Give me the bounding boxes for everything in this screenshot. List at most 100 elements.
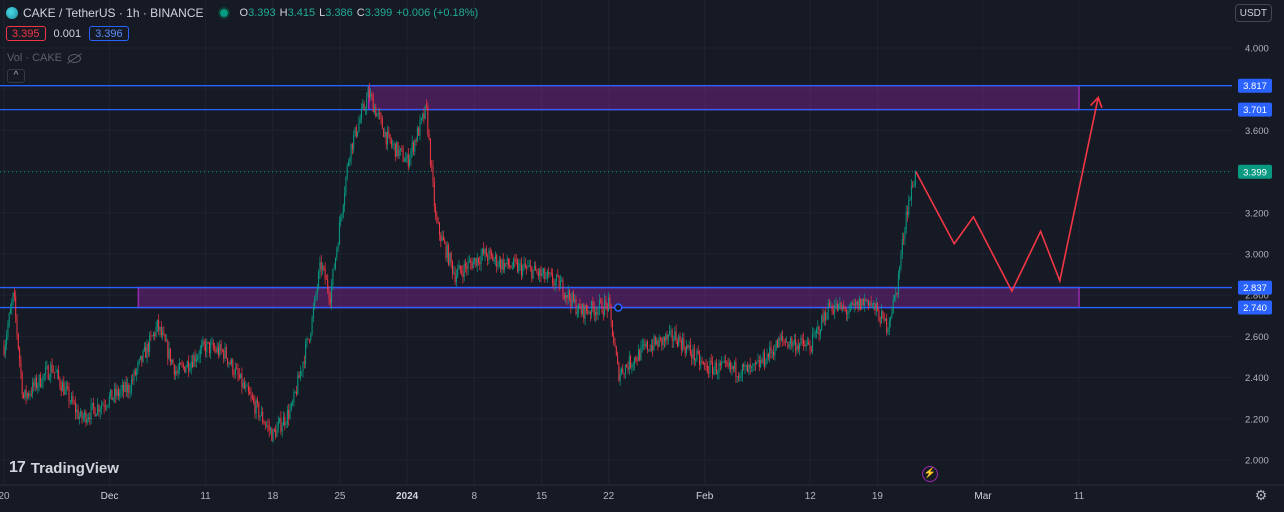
- candle-body-520: [679, 335, 681, 341]
- candle-body-364: [476, 257, 478, 267]
- candle-body-358: [468, 261, 470, 262]
- candle-body-471: [615, 346, 617, 355]
- candle-body-464: [606, 303, 608, 311]
- level-tag-2-bg: [1238, 280, 1272, 295]
- candle-body-18: [26, 393, 28, 398]
- candle-body-588: [767, 353, 769, 358]
- tradingview-mark-icon: 17: [9, 459, 26, 476]
- zone-anchor-handle: [614, 303, 623, 312]
- candle-body-237: [311, 317, 313, 334]
- candle-body-503: [657, 340, 659, 347]
- candle-body-23: [33, 382, 35, 387]
- candle-body-565: [738, 376, 739, 379]
- candle-body-173: [228, 362, 230, 364]
- sell-button[interactable]: 3.395: [6, 26, 46, 41]
- candle-body-329: [431, 164, 433, 167]
- gear-icon[interactable]: ⚙: [1254, 487, 1268, 503]
- candle-body-89: [119, 392, 121, 396]
- ohlc-low-value: 3.386: [325, 7, 353, 19]
- candle-body-589: [769, 346, 771, 358]
- candle-body-507: [662, 337, 664, 346]
- candle-body-439: [574, 299, 576, 302]
- candle-body-278: [364, 109, 366, 110]
- candle-body-108: [143, 346, 145, 351]
- eye-hidden-icon[interactable]: [68, 53, 82, 63]
- candle-body-279: [366, 97, 368, 110]
- candle-body-458: [598, 300, 600, 310]
- tradingview-logo[interactable]: 17 TradingView: [9, 459, 119, 477]
- candle-body-671: [875, 303, 877, 311]
- candle-body-242: [318, 272, 320, 288]
- candle-body-130: [172, 359, 174, 365]
- candle-body-490: [640, 345, 642, 360]
- x-tick-label-12: Mar: [974, 491, 992, 502]
- buy-button[interactable]: 3.396: [89, 26, 129, 41]
- candle-body-528: [689, 344, 691, 354]
- candle-body-272: [357, 131, 359, 137]
- candle-body-285: [374, 107, 375, 113]
- candle-body-423: [553, 283, 555, 286]
- candle-body-457: [597, 309, 599, 315]
- lightning-icon[interactable]: ⚡: [922, 466, 938, 482]
- candle-body-222: [292, 402, 294, 404]
- candle-body-154: [203, 341, 205, 345]
- candle-body-26: [37, 385, 39, 389]
- candle-body-201: [264, 423, 266, 426]
- candle-body-466: [609, 297, 611, 306]
- candle-body-567: [740, 374, 742, 377]
- candle-body-595: [777, 340, 778, 348]
- candle-body-167: [220, 344, 222, 351]
- candle-body-545: [712, 362, 713, 375]
- candle-body-183: [241, 373, 243, 388]
- candle-body-175: [231, 359, 232, 365]
- candle-body-195: [257, 400, 258, 403]
- candle-body-489: [639, 349, 641, 360]
- candle-body-449: [587, 310, 589, 314]
- candle-body-42: [58, 370, 60, 379]
- candle-body-332: [435, 206, 437, 216]
- candle-body-198: [260, 411, 262, 416]
- candle-body-163: [215, 348, 217, 352]
- candle-body-238: [312, 308, 314, 318]
- candle-body-665: [868, 299, 869, 306]
- candle-body-25: [36, 378, 37, 389]
- candle-body-380: [497, 265, 499, 267]
- candle-body-468: [611, 320, 613, 337]
- candle-body-470: [614, 342, 616, 347]
- candle-body-305: [400, 148, 401, 150]
- market-status-icon[interactable]: [217, 7, 230, 19]
- level-tag-0-bg: [1238, 78, 1272, 93]
- collapse-legend-button[interactable]: ^: [7, 69, 25, 83]
- symbol-title[interactable]: CAKE / TetherUS · 1h · BINANCE: [23, 6, 204, 20]
- candle-body-113: [150, 335, 152, 337]
- candle-body-289: [379, 112, 381, 115]
- candle-body-156: [206, 341, 208, 353]
- candle-body-248: [325, 279, 327, 280]
- candle-body-276: [362, 103, 364, 109]
- candle-body-570: [744, 366, 746, 368]
- candle-body-61: [82, 416, 84, 419]
- y-tick-label-0: 4.000: [1245, 44, 1269, 55]
- candle-body-216: [284, 416, 286, 425]
- volume-legend[interactable]: Vol · CAKE: [7, 52, 82, 64]
- candle-body-270: [354, 127, 356, 136]
- candle-body-485: [634, 357, 635, 365]
- candle-body-539: [704, 363, 706, 365]
- candle-body-340: [445, 242, 447, 259]
- candle-body-400: [523, 263, 525, 267]
- candle-body-421: [550, 273, 552, 275]
- candle-body-495: [647, 341, 648, 350]
- candle-body-407: [532, 269, 534, 279]
- x-tick-label-5: 2024: [396, 491, 419, 502]
- currency-button[interactable]: USDT: [1234, 4, 1272, 22]
- candle-body-170: [224, 347, 226, 359]
- candle-body-632: [825, 312, 827, 320]
- candle-body-54: [73, 402, 75, 404]
- candle-body-536: [700, 361, 702, 365]
- candle-body-581: [758, 359, 760, 368]
- x-tick-label-8: 22: [603, 491, 615, 502]
- candle-body-636: [830, 305, 832, 307]
- candle-body-652: [851, 303, 853, 304]
